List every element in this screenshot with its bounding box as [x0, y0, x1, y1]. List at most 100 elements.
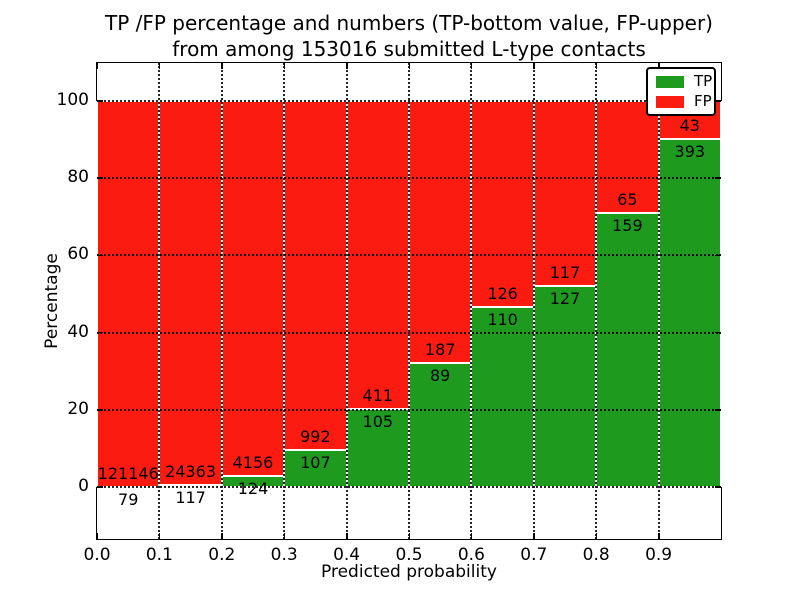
axis-tick	[97, 331, 103, 334]
axis-tick	[221, 533, 223, 539]
gridline-vertical	[158, 63, 161, 539]
x-tick-label: 0.8	[582, 545, 610, 565]
x-tick-label: 0.3	[270, 545, 298, 565]
bar-tp-segment	[596, 212, 659, 488]
gridline-horizontal	[97, 177, 721, 180]
y-tick-label: 0	[78, 476, 89, 497]
bar-fp-segment	[97, 100, 160, 487]
y-tick-label: 60	[67, 244, 89, 265]
bar-fp-segment	[221, 100, 285, 476]
bar-tp-count-label: 124	[237, 479, 269, 499]
legend: TP FP	[646, 67, 716, 116]
bar-fp-count-label: 121146	[97, 463, 159, 483]
gridline-vertical	[595, 63, 598, 539]
axis-tick	[283, 533, 286, 539]
bar-fp-segment	[409, 100, 472, 363]
gridline-vertical	[532, 63, 535, 539]
axis-tick	[96, 533, 98, 539]
bar-edge	[533, 285, 597, 288]
axis-tick	[346, 63, 348, 69]
bar-tp-segment	[409, 362, 472, 488]
bar-tp-count-label: 107	[300, 452, 331, 472]
legend-label-fp: FP	[694, 92, 712, 110]
gridline-horizontal	[97, 486, 721, 489]
axis-tick	[96, 63, 98, 69]
bar-fp-count-label: 411	[362, 385, 394, 405]
y-tick-label: 100	[56, 89, 89, 110]
y-tick-label: 40	[67, 321, 89, 342]
chart-title-line2: from among 153016 submitted L-type conta…	[172, 37, 646, 61]
bar-edge	[221, 475, 285, 478]
x-axis-label: Predicted probability	[321, 562, 497, 582]
axis-tick	[658, 63, 660, 69]
bar-fp-count-label: 65	[617, 189, 638, 209]
axis-tick	[97, 409, 103, 411]
axis-tick	[595, 63, 598, 69]
bar-tp-count-label: 89	[430, 365, 451, 385]
y-tick-label: 20	[67, 398, 89, 419]
gridline-vertical	[470, 63, 473, 539]
x-tick-label: 0.5	[395, 545, 423, 565]
x-tick-label: 0.1	[145, 545, 173, 565]
bar-edge	[596, 211, 659, 214]
bar-edge	[471, 306, 534, 309]
axis-tick	[158, 63, 161, 69]
bar-edge	[159, 484, 222, 487]
axis-tick	[595, 533, 598, 539]
bar-fp-segment	[284, 100, 347, 450]
bar-tp-segment	[471, 307, 534, 488]
bar-edge	[658, 137, 721, 140]
bar-tp-segment	[221, 476, 285, 488]
bar-fp-count-label: 187	[424, 339, 456, 359]
axis-tick	[408, 63, 410, 69]
axis-tick	[715, 254, 721, 257]
bar-fp-count-label: 43	[679, 115, 700, 135]
bar-fp-count-label: 126	[487, 284, 518, 304]
bar-tp-segment	[533, 286, 597, 488]
gridline-horizontal	[97, 99, 721, 102]
axis-tick	[97, 177, 103, 179]
axis-tick	[97, 254, 103, 257]
gridline-vertical	[345, 63, 348, 539]
axis-tick	[221, 63, 223, 69]
axis-tick	[346, 533, 348, 539]
chart-title-line1: TP /FP percentage and numbers (TP-bottom…	[105, 11, 713, 35]
bar-fp-segment	[596, 100, 659, 213]
axis-tick	[715, 177, 721, 179]
legend-item-tp: TP	[656, 74, 714, 89]
bar-tp-count-label: 79	[118, 489, 139, 509]
legend-swatch-fp	[656, 95, 684, 108]
gridline-vertical	[408, 63, 410, 539]
bar-fp-count-label: 4156	[232, 453, 274, 473]
axis-tick	[97, 486, 103, 488]
x-tick-label: 0.4	[333, 545, 361, 565]
axis-tick	[715, 409, 721, 411]
gridline-vertical	[657, 63, 660, 539]
gridline-horizontal	[97, 331, 721, 334]
gridline-horizontal	[97, 408, 721, 411]
bar-fp-segment	[471, 100, 534, 308]
axis-tick	[533, 63, 535, 69]
gridline-vertical	[220, 63, 223, 539]
bar-edge	[96, 100, 98, 488]
axis-tick	[158, 533, 161, 539]
x-tick-label: 0.7	[520, 545, 548, 565]
x-tick-label: 0.2	[208, 545, 236, 565]
bar-tp-segment	[346, 408, 409, 488]
axis-tick	[470, 63, 473, 69]
axis-tick	[97, 100, 103, 102]
chart-title: TP /FP percentage and numbers (TP-bottom…	[96, 10, 722, 62]
axis-tick	[715, 331, 721, 334]
bar-tp-count-label: 105	[362, 411, 394, 431]
legend-label-tp: TP	[694, 72, 713, 90]
bar-edge	[346, 407, 409, 410]
bar-tp-count-label: 159	[612, 215, 643, 235]
bar-tp-segment	[284, 449, 347, 488]
gridline-vertical	[283, 63, 286, 539]
bar-fp-count-label: 24363	[165, 462, 217, 482]
y-tick-label: 80	[67, 167, 89, 188]
bar-fp-count-label: 117	[549, 263, 581, 283]
axis-tick	[470, 533, 473, 539]
axis-tick	[283, 63, 286, 69]
